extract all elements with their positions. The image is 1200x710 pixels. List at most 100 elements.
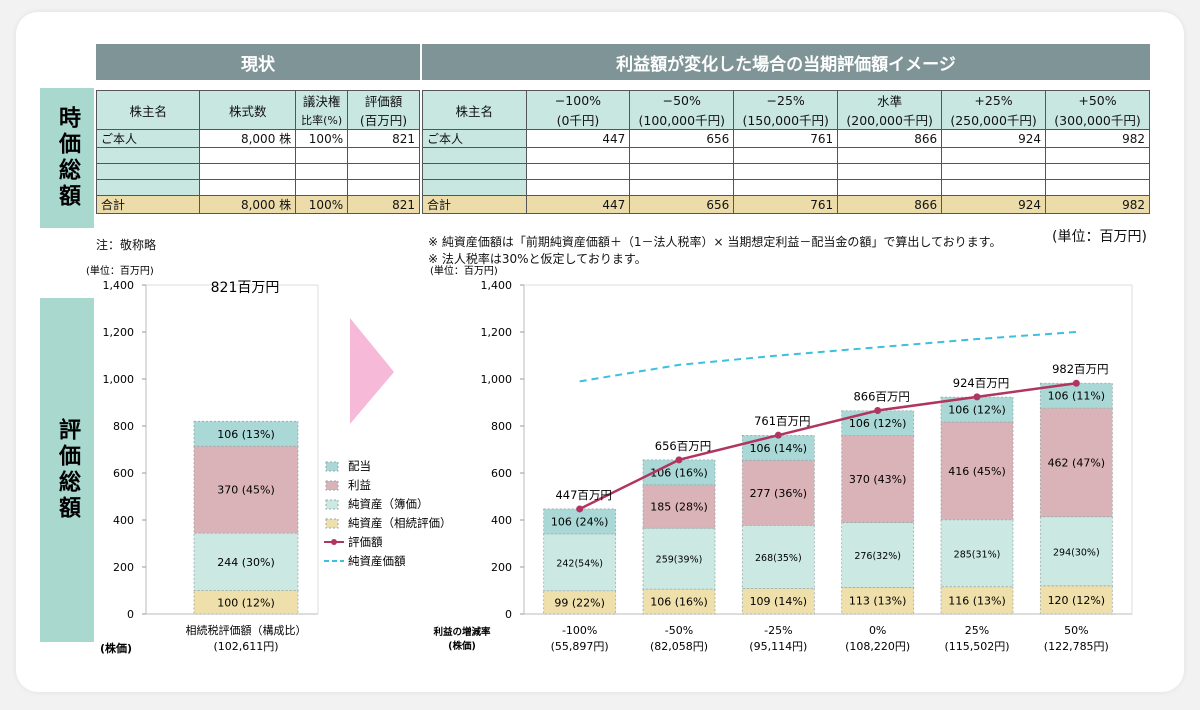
shareholder-name bbox=[95, 179, 201, 196]
bar-segment bbox=[841, 587, 915, 615]
scenario-header-profit: (250,000千円) bbox=[941, 110, 1047, 130]
shareholder-name: 合計 bbox=[422, 195, 527, 214]
note-net-asset-formula: ※ 純資産価額は「前期純資産価額＋（1－法人税率）× 当期想定利益－配当金の額」… bbox=[428, 235, 1002, 249]
bar-data-label: 259(39%) bbox=[656, 555, 703, 566]
total-row: 合計 8,000 株 100% 821 bbox=[95, 195, 420, 214]
x-axis-label: 利益の増減率 bbox=[432, 626, 491, 638]
bar-segment bbox=[1039, 516, 1113, 587]
bar-data-label: 285(31%) bbox=[954, 549, 1001, 560]
scenario-header-profit: (200,000千円) bbox=[837, 110, 943, 130]
y-tick-label: 0 bbox=[127, 608, 134, 621]
valuation-data-label: 924百万円 bbox=[953, 376, 1009, 390]
valuation-point bbox=[576, 505, 584, 513]
y-tick-label: 1,200 bbox=[481, 326, 513, 339]
scenario-header-rate: +25% bbox=[941, 90, 1047, 110]
legend-label: 配当 bbox=[348, 459, 371, 473]
bar-data-label: 116 (13%) bbox=[948, 594, 1006, 607]
bar-data-label: 120 (12%) bbox=[1048, 594, 1106, 607]
x-tick-label: 50% bbox=[1064, 624, 1088, 637]
table-row bbox=[95, 147, 420, 164]
y-tick-label: 800 bbox=[491, 420, 512, 433]
scenario-header-profit: (0千円) bbox=[525, 110, 631, 130]
total-row: 合計 447 656 761 866 924 982 bbox=[422, 195, 1150, 214]
x-tick-sublabel: (122,785円) bbox=[1044, 640, 1109, 653]
current-holdings-table: 株主名 株式数 議決権 評価額 比率(%) (百万円) ご本人 8,000 株 10… bbox=[95, 90, 420, 214]
shareholder-name bbox=[422, 179, 527, 196]
x-axis-label: (株価) bbox=[100, 641, 132, 655]
valuation-data-label: 447百万円 bbox=[555, 488, 611, 502]
bar-segment bbox=[841, 522, 915, 588]
arrow-shape bbox=[350, 318, 394, 424]
header-scenarios: 利益額が変化した場合の当期評価額イメージ bbox=[422, 44, 1150, 80]
y-tick-label: 1,200 bbox=[103, 326, 135, 339]
scenario-value-cell: 656 bbox=[629, 195, 735, 214]
bar-segment bbox=[940, 586, 1014, 615]
y-tick-label: 600 bbox=[113, 467, 134, 480]
bar-data-label: 109 (14%) bbox=[750, 595, 808, 608]
side-label-valuation: 評価総額 bbox=[40, 298, 94, 642]
table-unit-note: (単位：百万円) bbox=[1052, 229, 1147, 245]
shareholder-name: ご本人 bbox=[422, 129, 527, 148]
y-tick-label: 400 bbox=[491, 514, 512, 527]
honorific-note: 注：敬称略 bbox=[96, 238, 157, 252]
bar-segment bbox=[741, 434, 815, 461]
legend-label: 純資産価額 bbox=[348, 554, 406, 568]
bar-data-label: 106 (12%) bbox=[948, 404, 1006, 417]
bar-segment bbox=[543, 508, 617, 535]
shares-cell: 8,000 株 bbox=[199, 129, 297, 148]
scenario-header-rate: −100% bbox=[525, 90, 631, 110]
bar-data-label: 100 (12%) bbox=[217, 596, 275, 609]
legend-label: 評価額 bbox=[348, 535, 383, 549]
bar-data-label: 106 (12%) bbox=[849, 417, 907, 430]
bar-segment bbox=[841, 435, 915, 523]
shareholder-name bbox=[422, 163, 527, 180]
scenario-table: 株主名 −100% −50% −25% 水準 +25% +50% (0千円) (100,00… bbox=[422, 90, 1150, 214]
table-row bbox=[95, 163, 420, 180]
scenario-value-cell: 447 bbox=[525, 195, 631, 214]
valuation-point bbox=[973, 393, 981, 401]
header-valuation-unit: (百万円) bbox=[347, 110, 420, 130]
bar-segment bbox=[642, 484, 716, 529]
chart-title: 821百万円 bbox=[211, 280, 280, 296]
valuation-data-label: 656百万円 bbox=[655, 439, 711, 453]
legend-label: 利益 bbox=[348, 478, 371, 492]
x-tick-label: -100% bbox=[562, 624, 597, 637]
bar-data-label: 416 (45%) bbox=[948, 465, 1006, 478]
bar-data-label: 99 (22%) bbox=[554, 596, 605, 609]
header-vote-ratio: 議決権 bbox=[295, 90, 349, 110]
y-unit-label: (単位：百万円) bbox=[86, 264, 154, 277]
bar-segment bbox=[741, 587, 815, 615]
header-shareholder-right: 株主名 bbox=[422, 90, 527, 130]
bar-data-label: 106 (16%) bbox=[650, 596, 708, 609]
bar-segment bbox=[841, 410, 915, 437]
bar-data-label: 106 (24%) bbox=[551, 515, 609, 528]
bar-segment bbox=[1039, 585, 1113, 615]
scenario-header-profit: (300,000千円) bbox=[1045, 110, 1150, 130]
shareholder-name: 合計 bbox=[95, 195, 201, 214]
legend-swatch bbox=[325, 518, 339, 529]
valuation-point bbox=[1072, 379, 1080, 387]
x-tick-label: 0% bbox=[869, 624, 886, 637]
bar-segment bbox=[940, 519, 1014, 588]
legend-label: 純資産（簿価） bbox=[348, 497, 429, 511]
x-tick-sublabel: (115,502円) bbox=[944, 640, 1009, 653]
header-valuation: 評価額 bbox=[347, 90, 420, 110]
scenario-header-rate: −50% bbox=[629, 90, 735, 110]
bar-segment bbox=[741, 459, 815, 526]
x-tick-label: -25% bbox=[764, 624, 792, 637]
y-tick-label: 200 bbox=[491, 561, 512, 574]
scenario-header-rate: −25% bbox=[733, 90, 839, 110]
vote-ratio-cell: 100% bbox=[295, 195, 349, 214]
x-tick-sublabel: (102,611円) bbox=[213, 640, 278, 653]
y-tick-label: 200 bbox=[113, 561, 134, 574]
x-tick-label: 25% bbox=[965, 624, 989, 637]
y-tick-label: 400 bbox=[113, 514, 134, 527]
header-vote-ratio-unit: 比率(%) bbox=[295, 110, 349, 130]
y-unit-label: (単位：百万円) bbox=[430, 264, 498, 277]
valuation-data-label: 866百万円 bbox=[853, 389, 909, 403]
x-tick-sublabel: (95,114円) bbox=[749, 640, 807, 653]
shareholder-name bbox=[95, 147, 201, 164]
valuation-cell: 821 bbox=[347, 195, 420, 214]
legend-swatch bbox=[325, 499, 339, 510]
